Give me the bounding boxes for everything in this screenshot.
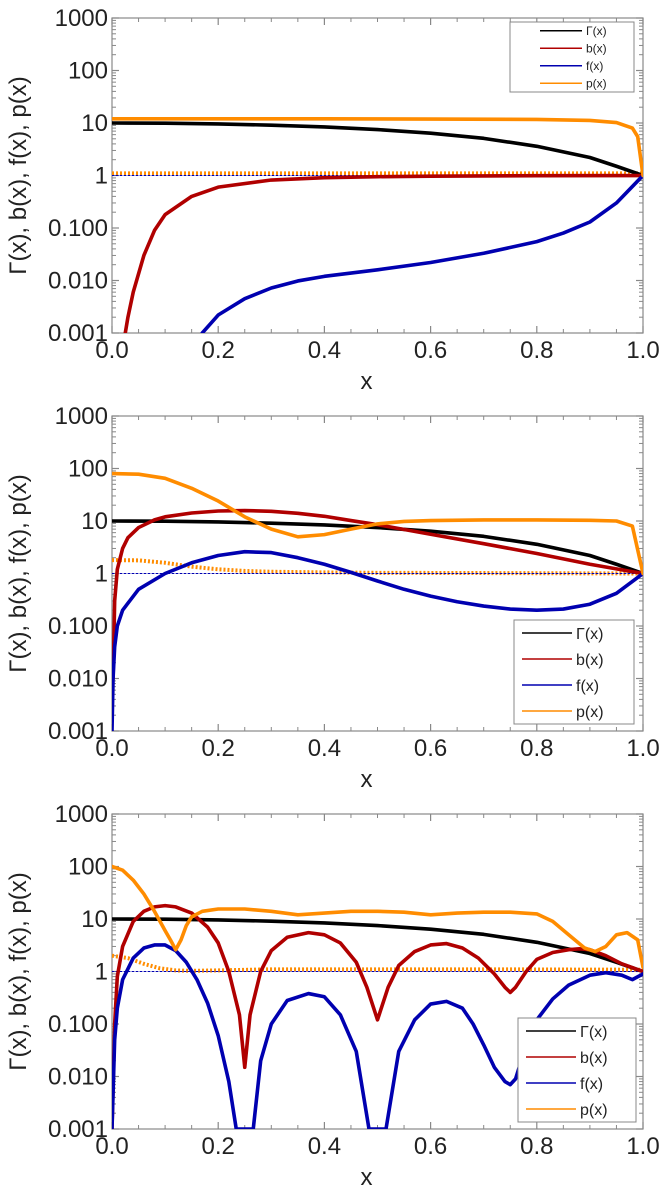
legend-label-gamma: Γ(x) [580,1024,607,1041]
legend-label-f: f(x) [586,59,603,73]
chart-panel-middle: 0.001 0.010 0.100 1 10 100 1000 0.0 0.2 0.4 0.6 0.8… [5,403,660,793]
plot-area [112,471,643,731]
x-tick-label: 0.4 [308,735,341,762]
legend: Γ(x) b(x) f(x) p(x) [509,21,635,93]
y-tick-label: 1 [95,163,108,190]
legend-label-gamma: Γ(x) [586,24,607,38]
y-tick-label: 1 [95,561,108,588]
legend-label-f: f(x) [580,1076,603,1093]
x-tick-label: 1.0 [626,337,659,364]
series-line-b [123,173,643,333]
p-reference-dotted-line [112,558,643,576]
legend: Γ(x) b(x) f(x) p(x) [517,1017,637,1123]
x-tick-label: 0.2 [202,1133,235,1160]
series-line-b [112,903,643,1129]
y-tick-label: 0.001 [48,320,108,347]
y-tick-label: 0.001 [48,718,108,745]
y-tick-label: 0.010 [48,1064,108,1091]
x-tick-label: 1.0 [626,735,659,762]
legend-box [509,21,635,93]
legend-label-f: f(x) [576,678,599,695]
x-tick-label: 0.2 [202,337,235,364]
x-tick-label: 1.0 [626,1133,659,1160]
x-tick-label: 0.6 [414,735,447,762]
legend-box [513,619,635,725]
x-axis-label: x [361,766,373,793]
y-tick-label: 10 [81,110,108,137]
series-line-gamma [112,121,643,178]
y-tick-label: 100 [68,58,108,85]
x-tick-label: 0.4 [308,337,341,364]
x-tick-label: 0.0 [95,1133,128,1160]
y-tick-label: 10 [81,508,108,535]
y-tick-label: 1000 [55,403,108,430]
y-tick-label: 1000 [55,5,108,32]
series-line-b [112,508,643,681]
series-line-gamma [112,519,643,576]
y-tick-label: 1000 [55,801,108,828]
series-line-p [112,117,643,178]
legend-label-p: p(x) [576,704,604,721]
legend-label-b: b(x) [586,41,607,55]
y-tick-label: 0.100 [48,613,108,640]
series-line-p [112,864,643,970]
x-tick-label: 0.6 [414,1133,447,1160]
chart-panel-bottom: 0.001 0.010 0.100 1 10 100 1000 0.0 0.2 0.4 0.6 0.8… [5,801,660,1191]
y-axis-label: Γ(x), b(x), f(x), p(x) [5,474,32,673]
y-tick-label: 10 [81,906,108,933]
legend-label-p: p(x) [580,1102,608,1119]
x-tick-label: 0.4 [308,1133,341,1160]
x-tick-label: 0.0 [95,337,128,364]
legend-label-b: b(x) [576,652,604,669]
plot-area [112,117,643,333]
legend-label-b: b(x) [580,1050,608,1067]
y-tick-label: 1 [95,959,108,986]
y-tick-label: 0.100 [48,1011,108,1038]
y-tick-label: 0.010 [48,666,108,693]
y-tick-label: 100 [68,456,108,483]
x-axis-label: x [361,1164,373,1191]
x-tick-label: 0.2 [202,735,235,762]
x-tick-label: 0.6 [414,337,447,364]
chart-panel-top: 0.001 0.010 0.100 1 10 100 1000 0.0 0.2 0.4 0.6 0.8… [5,5,660,395]
x-tick-label: 0.8 [520,1133,553,1160]
series-line-gamma [112,917,643,974]
legend-label-gamma: Γ(x) [576,626,603,643]
x-tick-label: 0.8 [520,735,553,762]
x-tick-label: 0.0 [95,735,128,762]
y-tick-label: 0.010 [48,268,108,295]
y-tick-label: 100 [68,854,108,881]
legend-label-p: p(x) [586,76,607,90]
y-axis-label: Γ(x), b(x), f(x), p(x) [5,872,32,1071]
y-axis-label: Γ(x), b(x), f(x), p(x) [5,76,32,275]
legend: Γ(x) b(x) f(x) p(x) [513,619,635,725]
y-tick-label: 0.001 [48,1116,108,1143]
y-tick-label: 0.100 [48,215,108,242]
series-line-f [200,173,643,333]
x-tick-label: 0.8 [520,337,553,364]
series-line-f [112,549,643,731]
series-line-p [112,471,643,576]
legend-box [517,1017,637,1123]
x-axis-label: x [361,368,373,395]
